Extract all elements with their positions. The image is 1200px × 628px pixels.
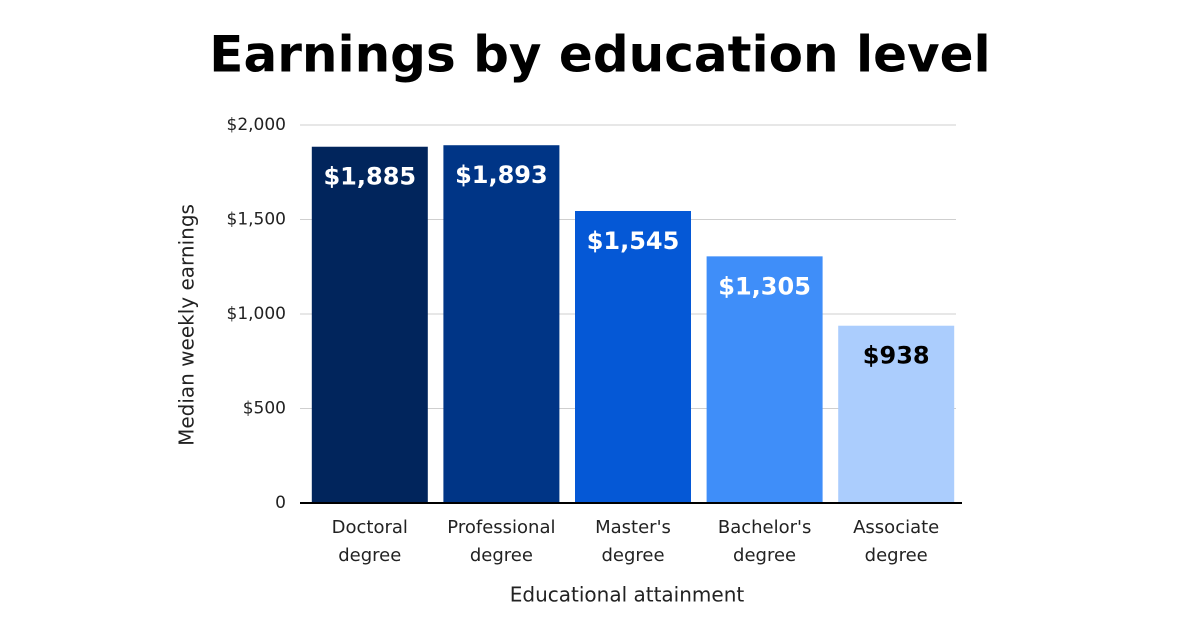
- bar: [838, 325, 955, 503]
- x-tick-label: Professional degree: [447, 517, 556, 566]
- y-tick-label: $1,000: [227, 304, 286, 324]
- bar: [443, 145, 560, 503]
- x-tick-label: Associate degree: [853, 517, 940, 566]
- value-label: $938: [863, 342, 930, 370]
- x-tick-label: Doctoral degree: [331, 517, 408, 566]
- x-tick-label: Bachelor's degree: [717, 517, 812, 566]
- value-label: $1,305: [718, 272, 811, 300]
- y-tick-label: $1,500: [227, 210, 286, 230]
- x-tick-label: Master's degree: [595, 517, 671, 566]
- chart-title: Earnings by education level: [209, 26, 990, 84]
- value-label: $1,885: [323, 163, 416, 191]
- y-tick-label: 0: [275, 493, 286, 513]
- bar: [311, 146, 428, 504]
- value-label: $1,893: [455, 161, 548, 189]
- bar: [706, 256, 823, 503]
- value-label: $1,545: [587, 227, 680, 255]
- y-axis-label: Median weekly earnings: [175, 204, 199, 446]
- y-tick-label: $500: [243, 399, 286, 419]
- bar: [575, 210, 691, 503]
- y-tick-label: $2,000: [227, 115, 286, 135]
- x-axis-label: Educational attainment: [510, 583, 745, 607]
